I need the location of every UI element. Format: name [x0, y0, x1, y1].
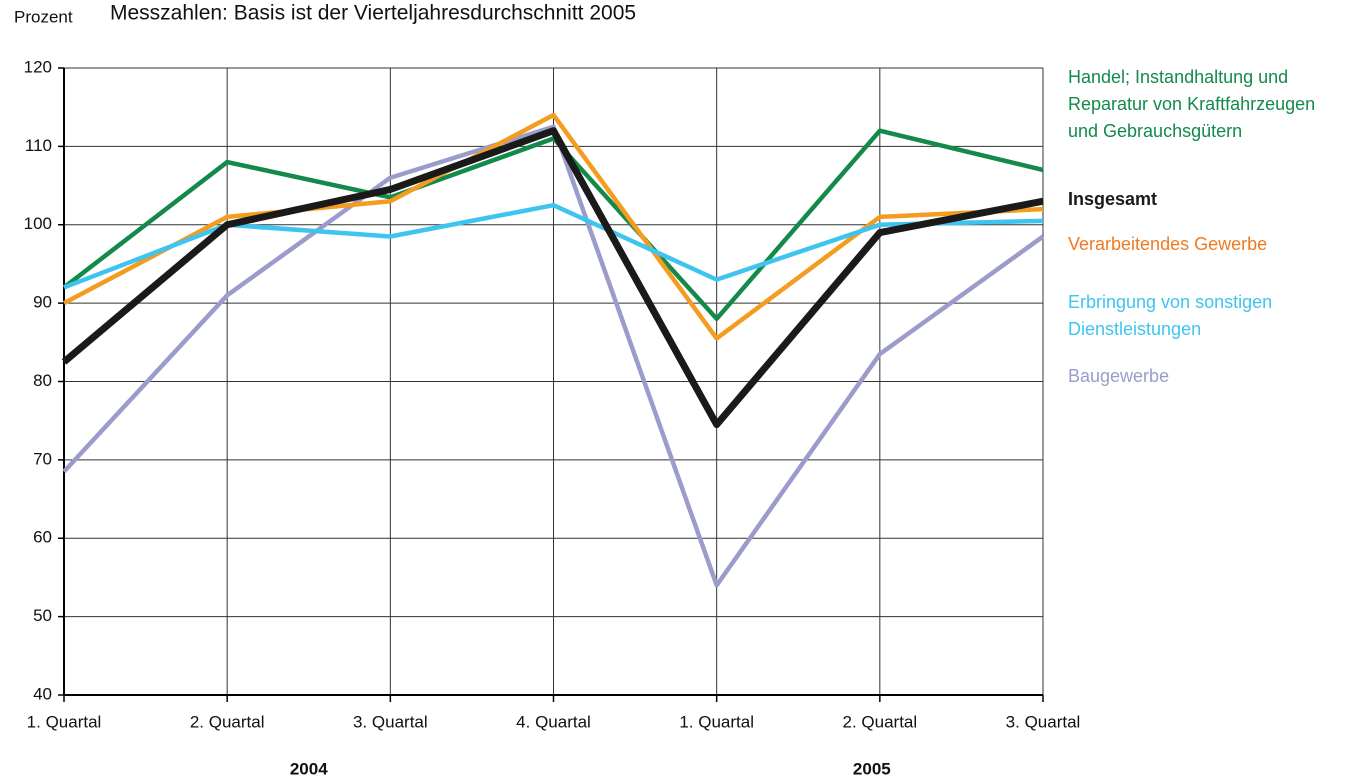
legend-entry: Handel; Instandhaltung und Reparatur von…	[1068, 67, 1316, 141]
y-tick-label: 110	[25, 136, 52, 155]
chart-title: Messzahlen: Basis ist der Vierteljahresd…	[110, 2, 636, 25]
series-line	[62, 112, 1044, 341]
legend-entry: Baugewerbe	[1068, 366, 1170, 386]
y-tick-label: 60	[33, 528, 52, 547]
series-line	[61, 127, 1044, 429]
x-tick-label: 2. Quartal	[843, 712, 918, 731]
y-tick-label: 120	[24, 57, 52, 76]
series-line	[62, 124, 1045, 588]
x-group-label: 2004	[290, 759, 328, 778]
y-tick-label: 90	[33, 293, 52, 312]
x-tick-label: 4. Quartal	[516, 712, 591, 731]
x-tick-label: 3. Quartal	[353, 712, 428, 731]
x-tick-label: 3. Quartal	[1006, 712, 1081, 731]
legend-entry: Erbringung von sonstigen Dienstleistunge…	[1068, 292, 1273, 339]
x-group-label: 2005	[853, 759, 891, 778]
y-tick-label: 100	[24, 214, 52, 233]
y-tick-label: 70	[33, 449, 52, 468]
y-tick-label: 80	[33, 371, 52, 390]
legend-entry: Verarbeitendes Gewerbe	[1068, 234, 1268, 254]
x-tick-label: 2. Quartal	[190, 712, 265, 731]
y-tick-label: 40	[33, 684, 52, 703]
legend-entry: Insgesamt	[1068, 189, 1158, 209]
y-axis-label: Prozent	[14, 7, 73, 26]
x-tick-label: 1. Quartal	[27, 712, 102, 731]
x-tick-label: 1. Quartal	[679, 712, 754, 731]
series-line	[62, 128, 1044, 322]
y-tick-label: 50	[33, 606, 52, 625]
